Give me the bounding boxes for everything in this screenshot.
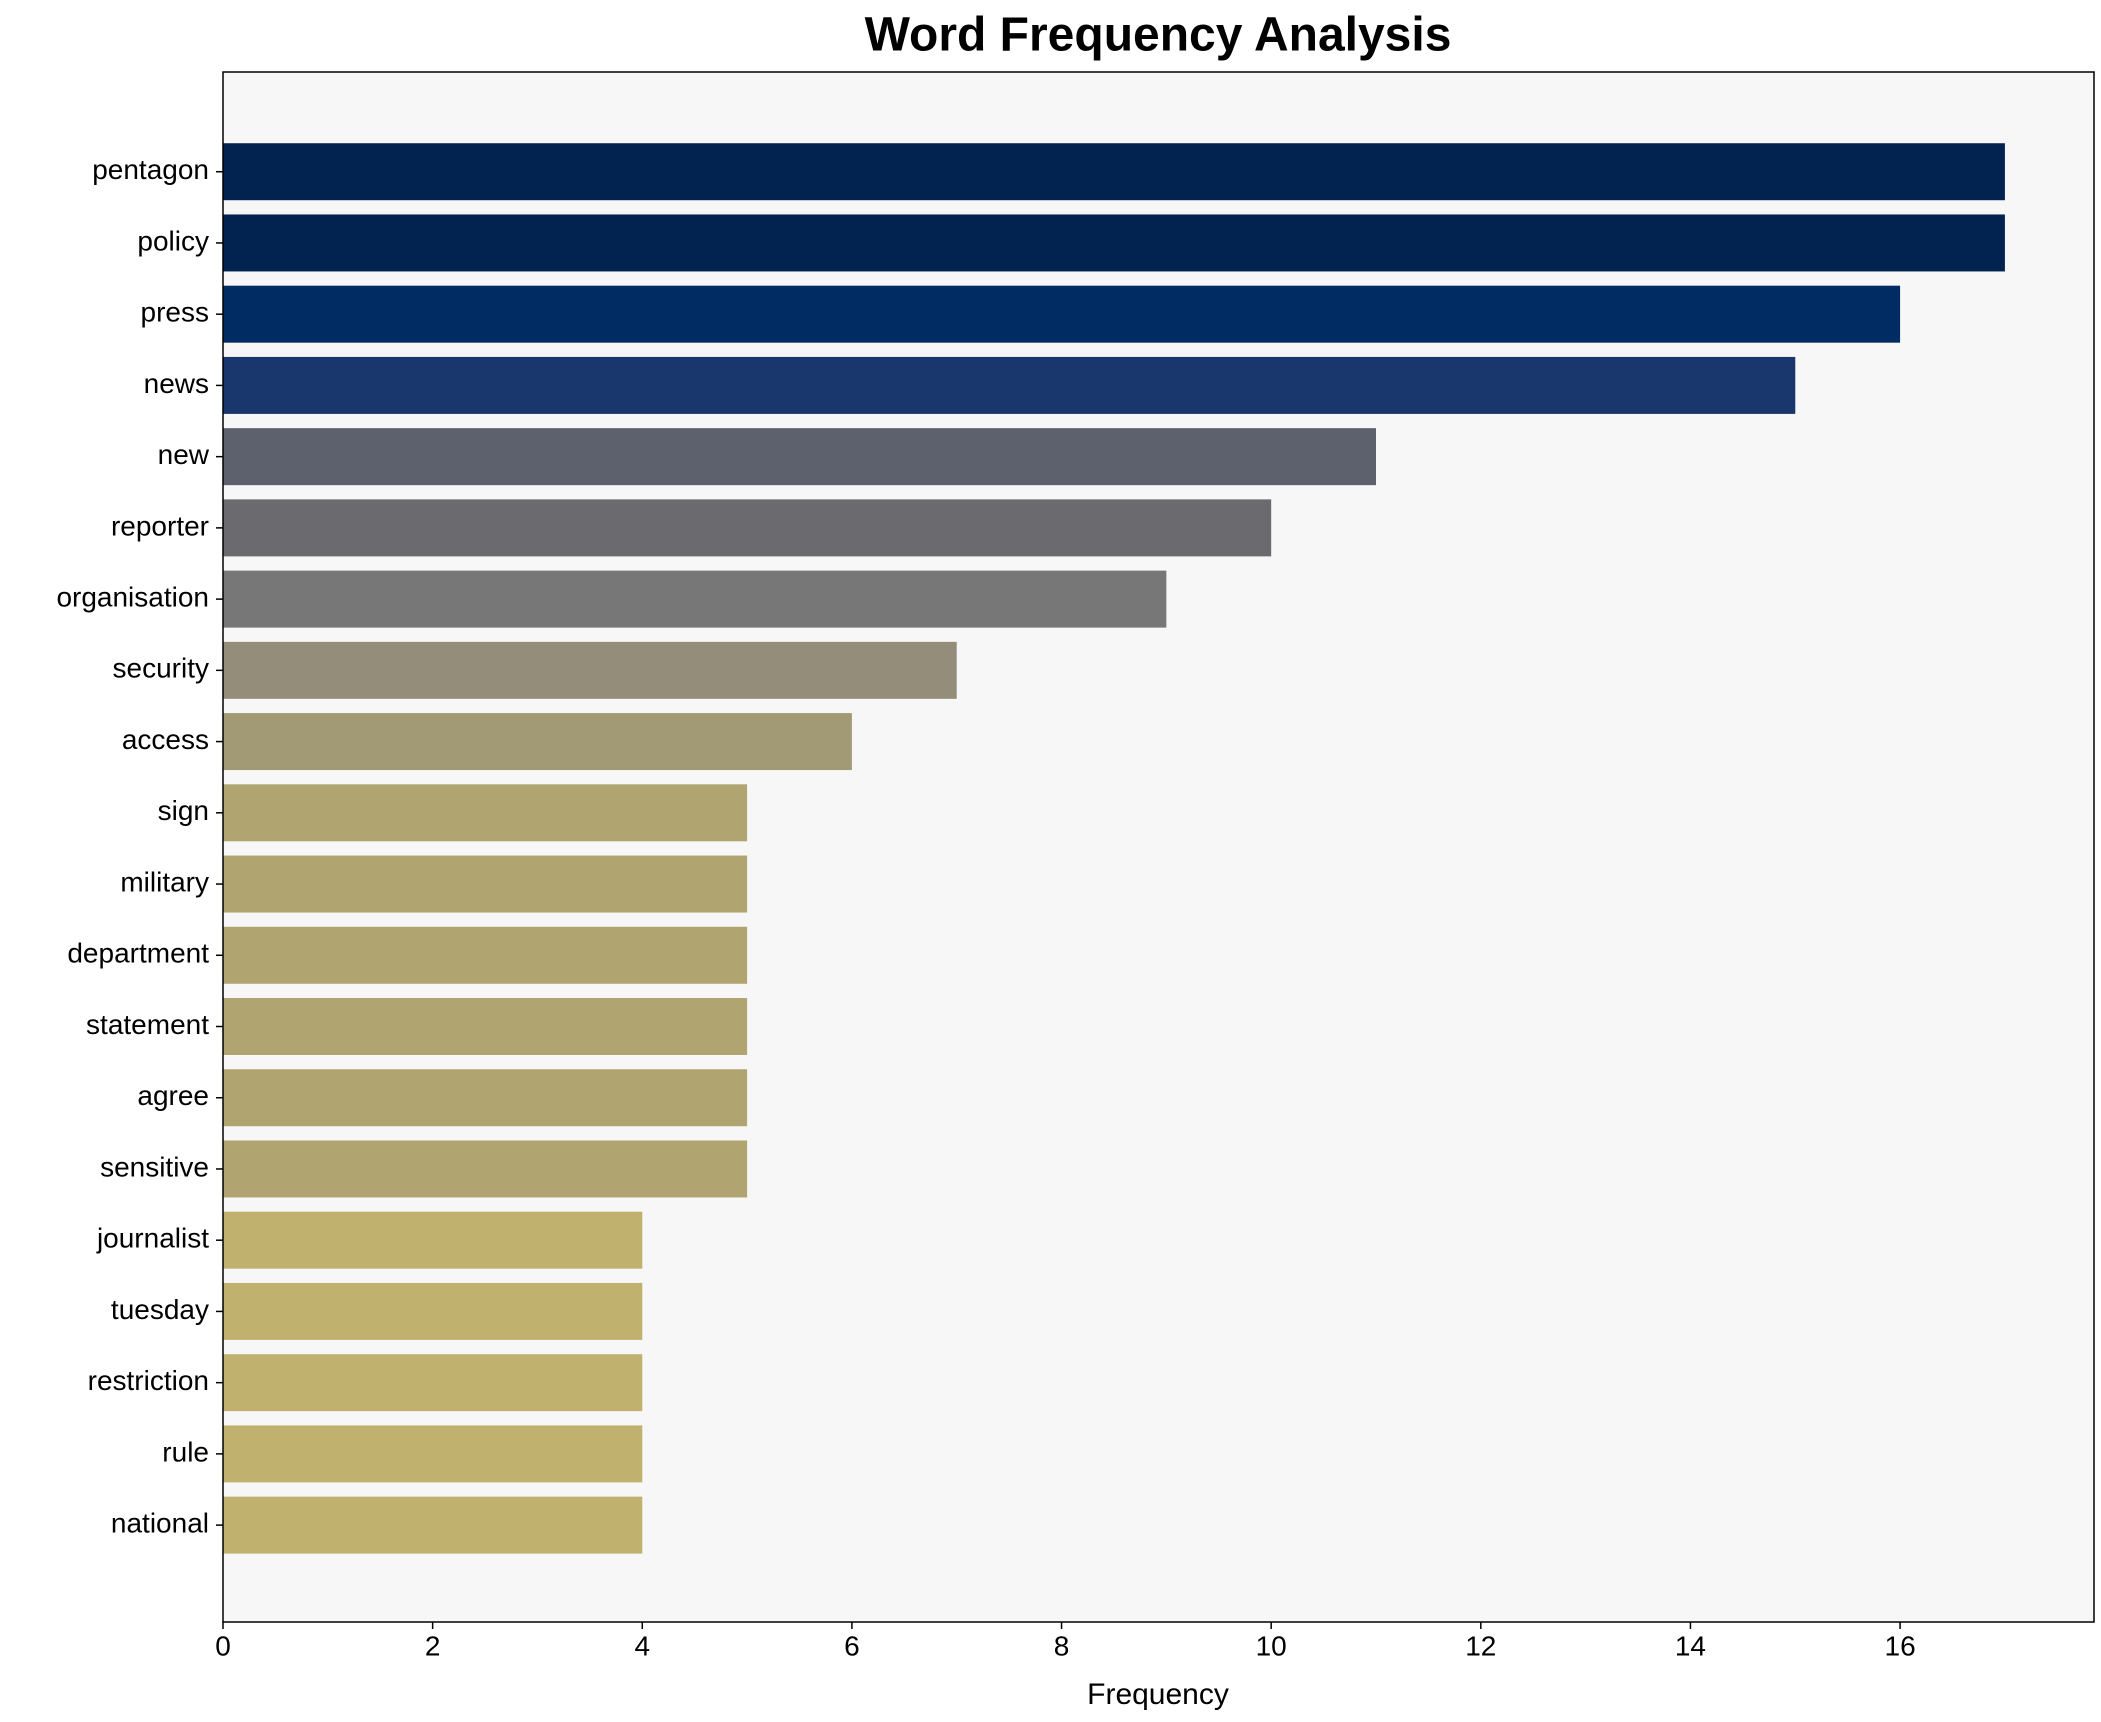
y-tick-label: security — [113, 653, 209, 684]
bar — [223, 1354, 643, 1412]
bar — [223, 285, 1901, 343]
x-tick-label: 0 — [215, 1630, 231, 1661]
bar — [223, 1425, 643, 1483]
y-tick-label: policy — [137, 225, 209, 256]
bar — [223, 356, 1796, 414]
bar — [223, 855, 748, 913]
x-tick-label: 16 — [1885, 1630, 1916, 1661]
x-tick-label: 6 — [844, 1630, 860, 1661]
x-tick-label: 2 — [425, 1630, 441, 1661]
bar — [223, 1211, 643, 1269]
bar — [223, 713, 852, 771]
y-tick-label: military — [120, 866, 209, 897]
bar — [223, 143, 2005, 201]
bar — [223, 1069, 748, 1127]
bar — [223, 784, 748, 842]
plot-frame — [222, 71, 2095, 1623]
y-tick-label: organisation — [56, 582, 209, 613]
bar — [223, 428, 1376, 486]
y-tick-label: department — [67, 938, 209, 969]
y-tick-label: rule — [162, 1436, 209, 1467]
chart-title: Word Frequency Analysis — [865, 9, 1452, 62]
bar — [223, 1496, 643, 1554]
x-tick-label: 14 — [1675, 1630, 1706, 1661]
y-tick-label: new — [158, 439, 210, 470]
x-axis-label: Frequency — [1087, 1678, 1229, 1711]
bar — [223, 499, 1272, 557]
x-tick-label: 10 — [1256, 1630, 1287, 1661]
y-tick-label: press — [141, 297, 209, 328]
x-tick-label: 4 — [634, 1630, 650, 1661]
bar — [223, 998, 748, 1055]
y-tick-label: news — [144, 368, 209, 399]
y-tick-label: agree — [137, 1080, 209, 1111]
y-tick-label: sign — [158, 795, 209, 826]
bar — [223, 926, 748, 984]
y-tick-label: national — [111, 1508, 209, 1539]
y-tick-label: restriction — [88, 1365, 209, 1396]
bar — [223, 1140, 748, 1198]
bar — [223, 1282, 643, 1340]
y-tick-label: access — [122, 724, 209, 755]
y-tick-label: pentagon — [92, 154, 209, 185]
y-tick-label: sensitive — [100, 1151, 209, 1182]
y-tick-label: statement — [86, 1009, 209, 1040]
y-tick-label: journalist — [96, 1223, 209, 1254]
bar — [223, 214, 2005, 272]
y-tick-label: reporter — [111, 510, 209, 541]
x-tick-label: 8 — [1054, 1630, 1070, 1661]
y-tick-label: tuesday — [111, 1294, 209, 1325]
bar — [223, 641, 957, 699]
x-tick-label: 12 — [1465, 1630, 1496, 1661]
bar — [223, 570, 1167, 628]
